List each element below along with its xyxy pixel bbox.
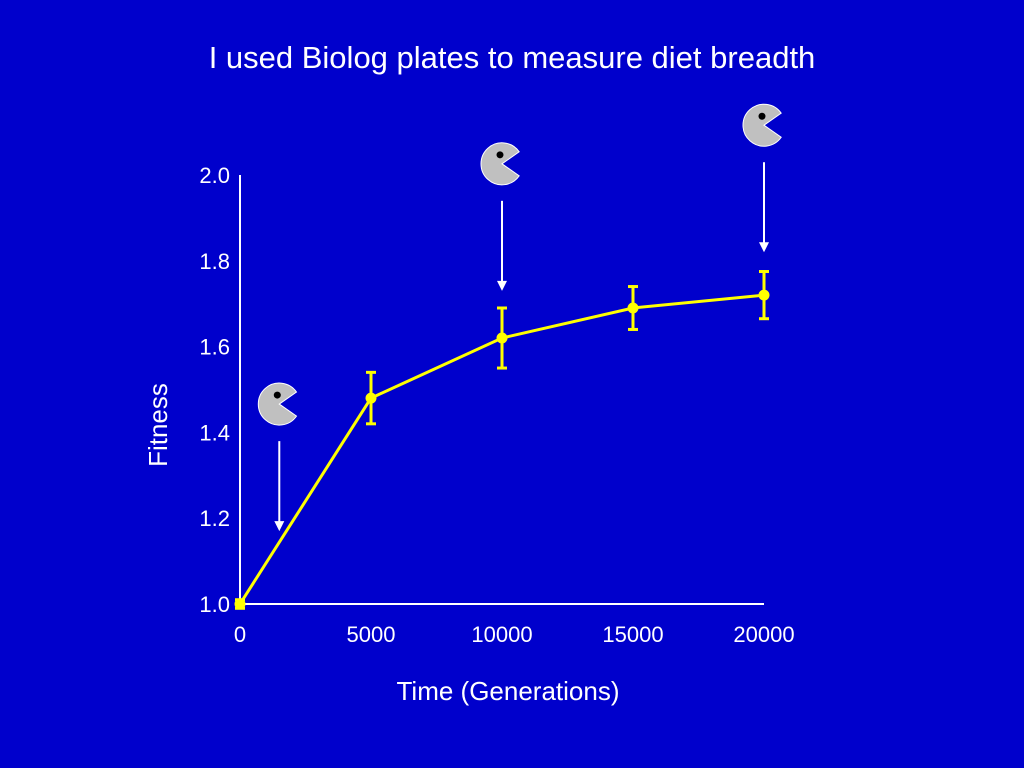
y-tick-label: 1.2	[199, 506, 230, 531]
pacman-eye	[758, 112, 766, 120]
data-point	[234, 598, 246, 610]
data-point	[496, 332, 508, 344]
data-point	[758, 289, 770, 301]
slide-title: I used Biolog plates to measure diet bre…	[208, 40, 816, 75]
y-tick-label: 1.0	[199, 592, 230, 617]
annotation	[480, 142, 520, 291]
pacman-eye	[496, 151, 504, 159]
data-point	[627, 302, 639, 314]
annotation	[742, 103, 782, 253]
down-arrow-icon	[274, 521, 285, 532]
x-axis-label: Time (Generations)	[397, 676, 620, 706]
pacman-eye	[273, 391, 281, 399]
y-tick-label: 1.4	[199, 420, 230, 445]
y-tick-label: 2.0	[199, 163, 230, 188]
axes	[239, 175, 764, 605]
y-tick-label: 1.6	[199, 335, 230, 360]
annotations	[257, 103, 782, 532]
down-arrow-icon	[759, 242, 769, 253]
pacman-icon	[480, 142, 520, 186]
y-tick-label: 1.8	[199, 249, 230, 274]
down-arrow-icon	[497, 280, 507, 291]
x-tick-label: 15000	[602, 622, 663, 647]
pacman-icon	[257, 382, 298, 426]
y-axis-label: Fitness	[143, 383, 173, 467]
x-tick-label: 0	[234, 622, 246, 647]
x-tick-label: 10000	[471, 622, 532, 647]
x-tick-label: 20000	[733, 622, 794, 647]
pacman-icon	[742, 103, 782, 147]
tick-labels: 1.0 1.2 1.4 1.6 1.8 2.0 0 5000 10000 15000 20000	[199, 163, 794, 647]
series	[234, 270, 770, 610]
annotation	[257, 382, 298, 532]
data-point	[365, 392, 377, 404]
x-tick-label: 5000	[347, 622, 396, 647]
